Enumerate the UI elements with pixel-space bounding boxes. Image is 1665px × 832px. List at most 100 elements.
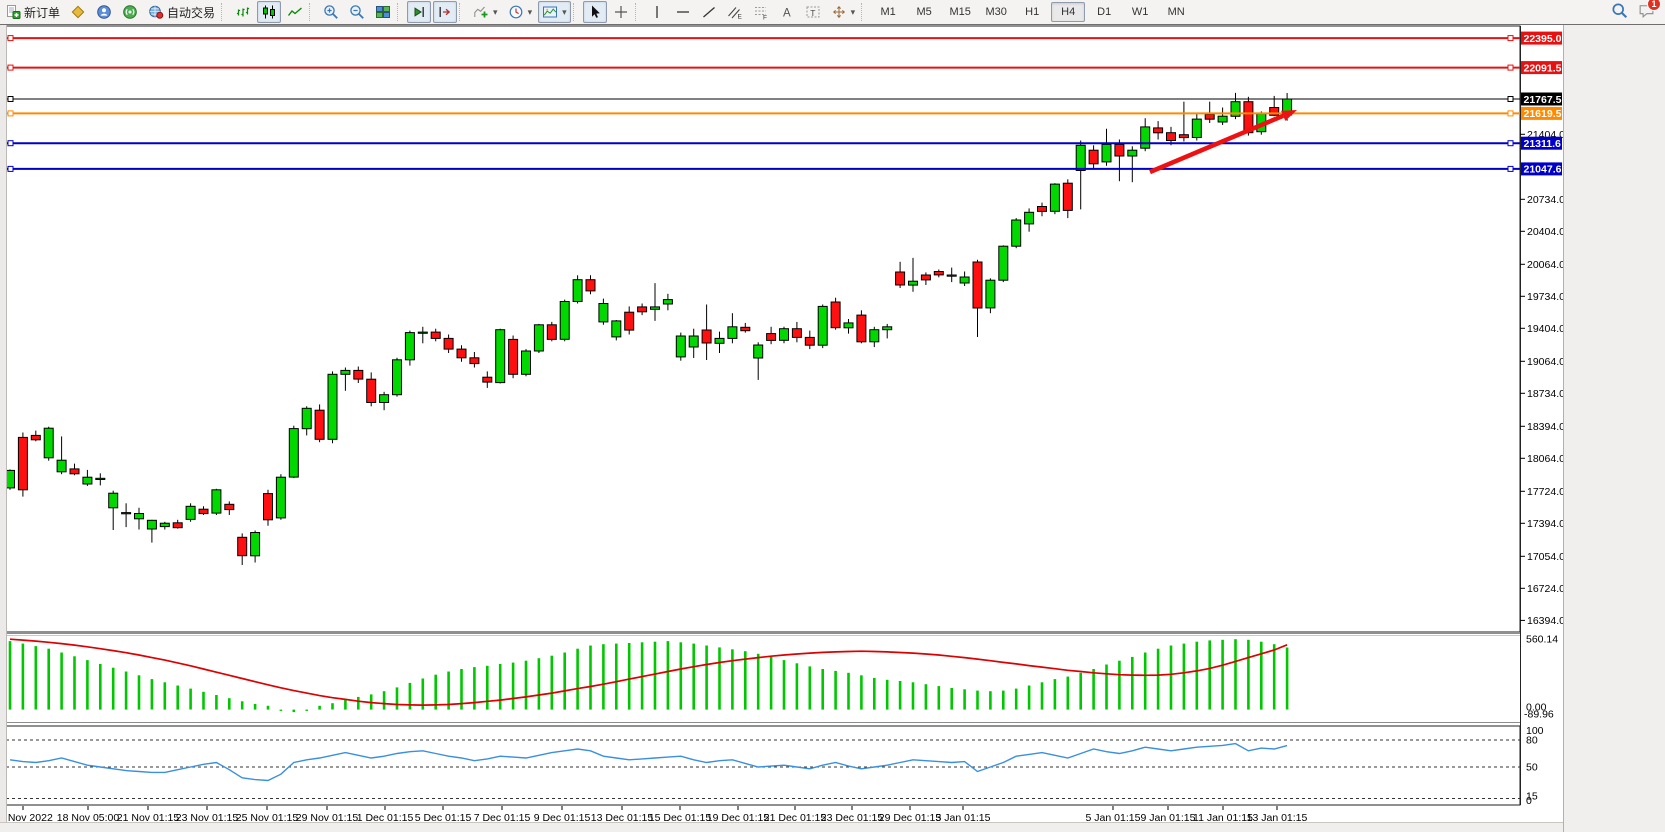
candle: [1153, 127, 1164, 134]
candle: [830, 301, 841, 329]
candle: [779, 328, 789, 341]
timeframe-m30-button[interactable]: M30: [985, 6, 1007, 18]
cursor-button[interactable]: [582, 1, 607, 23]
timeframe-h4-button[interactable]: H4: [1051, 2, 1086, 22]
periods-button[interactable]: ▾: [504, 1, 537, 23]
candle: [1088, 149, 1099, 165]
price-tick-label: 19064.0: [1527, 356, 1563, 368]
bar-chart-button[interactable]: [231, 1, 255, 23]
price-badge: [1521, 61, 1562, 75]
timeframe-mn-button[interactable]: MN: [1167, 6, 1185, 18]
trend-arrow-head[interactable]: [1281, 110, 1297, 121]
zoom-out-button[interactable]: [345, 1, 369, 23]
time-tick-label: 11 Jan 01:15: [1193, 812, 1253, 824]
candle: [766, 333, 777, 341]
candle: [804, 336, 815, 346]
candle: [340, 369, 351, 375]
resistance-line-2-right-handle[interactable]: [1507, 64, 1514, 71]
time-tick-label: 3 Jan 01:15: [936, 812, 991, 824]
data-window-button[interactable]: [92, 1, 116, 23]
candle: [237, 536, 248, 557]
time-tick-label: 23 Dec 01:15: [821, 812, 884, 824]
price-axis[interactable]: 21404.020734.020404.020064.019734.019404…: [1520, 129, 1563, 627]
resistance-line-1-left-handle[interactable]: [7, 35, 14, 42]
notification-count-badge: 1: [1647, 0, 1661, 11]
text-button[interactable]: A: [775, 1, 799, 23]
candlestick-chart-button[interactable]: [257, 1, 282, 23]
candle: [637, 306, 648, 313]
new-order-button[interactable]: 新订单: [1, 1, 64, 23]
macd-pane: [6, 636, 1520, 721]
candle: [740, 326, 751, 332]
timeframe-w1-button[interactable]: W1: [1131, 6, 1149, 18]
indicators-button[interactable]: ▾: [469, 1, 502, 23]
candles-chart-icon: [263, 5, 276, 19]
line-chart-button[interactable]: [283, 1, 307, 23]
support-line-2-right-handle[interactable]: [1507, 165, 1514, 172]
notifications-button[interactable]: 1: [1638, 0, 1661, 22]
candle: [546, 324, 557, 340]
candle: [288, 428, 299, 478]
tile-windows-button[interactable]: [371, 1, 395, 23]
arrows-button[interactable]: ▾: [827, 1, 860, 23]
current-price-line-right-handle[interactable]: [1507, 96, 1514, 102]
chevron-down-icon[interactable]: ▾: [493, 6, 498, 17]
pivot-line-left-handle[interactable]: [7, 110, 14, 117]
timeframe-h1-button[interactable]: H1: [1025, 6, 1040, 18]
price-badge-label: 21619.5: [1524, 108, 1562, 120]
support-line-1-left-handle[interactable]: [7, 140, 14, 147]
channel-button[interactable]: E: [723, 1, 747, 23]
auto-trading-button-label: 自动交易: [167, 5, 216, 20]
timeframe-m1-button[interactable]: M1: [880, 6, 896, 18]
search-button[interactable]: [1611, 2, 1628, 22]
vertical-line-button[interactable]: [645, 1, 669, 23]
resistance-line-1-right-handle[interactable]: [1507, 35, 1514, 42]
support-line-1-right-handle[interactable]: [1507, 140, 1514, 147]
zoom-in-button[interactable]: [319, 1, 343, 23]
pivot-line-right-handle[interactable]: [1507, 110, 1514, 117]
candle: [392, 359, 402, 396]
search-icon: [1612, 3, 1628, 19]
text-a-icon: A: [783, 8, 791, 20]
bars-chart-icon: [236, 7, 250, 17]
horizontal-line-button[interactable]: [671, 1, 695, 23]
fibonacci-button[interactable]: F: [749, 1, 773, 23]
auto-scroll-button[interactable]: [407, 1, 432, 23]
candle: [366, 378, 377, 404]
market-watch-button[interactable]: [66, 1, 90, 23]
candle: [908, 280, 918, 286]
time-tick-label: 18 Nov 05:00: [57, 812, 120, 824]
price-tick-label: 17724.0: [1527, 486, 1563, 498]
svg-text:E: E: [737, 14, 742, 21]
candle: [17, 436, 28, 491]
zoom-in-icon: [324, 5, 338, 19]
resistance-line-2-left-handle[interactable]: [7, 64, 14, 71]
price-badge-label: 21047.6: [1524, 164, 1562, 176]
trend-arrow[interactable]: [1149, 113, 1285, 175]
timeframe-m5-button[interactable]: M5: [916, 6, 932, 18]
auto-trading-button[interactable]: 自动交易: [144, 1, 219, 23]
signals-button[interactable]: [118, 1, 142, 23]
candle: [882, 326, 893, 331]
current-price-line-left-handle[interactable]: [7, 96, 14, 102]
crosshair-button[interactable]: [609, 1, 633, 23]
chevron-down-icon[interactable]: ▾: [527, 6, 533, 17]
timeframe-d1-button[interactable]: D1: [1097, 6, 1112, 18]
trendline-button[interactable]: [697, 1, 721, 23]
time-tick-label: 21 Nov 01:15: [117, 812, 180, 824]
chevron-down-icon[interactable]: ▾: [562, 6, 567, 17]
timeframe-m15-button[interactable]: M15: [949, 6, 971, 18]
candle: [933, 271, 944, 276]
toolbar-separator: [221, 3, 229, 21]
candle: [495, 329, 506, 384]
candle: [1037, 206, 1047, 212]
candle: [1178, 134, 1189, 139]
chevron-down-icon[interactable]: ▾: [850, 6, 856, 17]
candle: [56, 459, 67, 473]
chart-shift-button[interactable]: [433, 1, 458, 23]
text-label-button[interactable]: T: [801, 1, 825, 23]
support-line-2-left-handle[interactable]: [7, 165, 14, 172]
templates-button[interactable]: ▾: [538, 1, 571, 23]
